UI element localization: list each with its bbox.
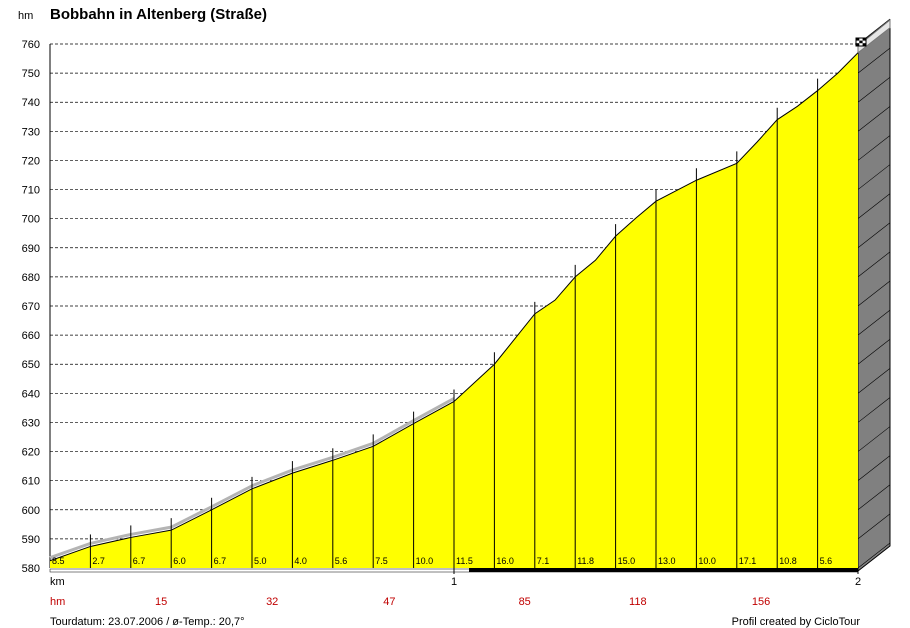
side-gridline (857, 222, 891, 249)
segment-gradient-label: 16.0 (496, 556, 514, 566)
segment-gradient-label: 10.0 (416, 556, 434, 566)
hm-row-label: hm (50, 596, 65, 608)
hm-row-value: 47 (383, 596, 395, 608)
y-tick-label: 760 (22, 39, 40, 51)
x-tick-label: 2 (855, 576, 861, 588)
distance-base-bar-second-km (469, 568, 858, 572)
side-gridline (857, 309, 891, 336)
segment-gradient-label: 13.0 (658, 556, 676, 566)
x-axis-unit-label: km (50, 576, 65, 588)
x-tick-label: 1 (451, 576, 457, 588)
y-tick-label: 690 (22, 243, 40, 255)
y-tick-label: 700 (22, 214, 40, 226)
segment-gradient-label: 10.0 (698, 556, 716, 566)
segment-gradient-label: 11.8 (577, 556, 594, 566)
segment-gradient-label: 2.7 (92, 556, 105, 566)
side-gridline (857, 251, 891, 278)
y-tick-label: 680 (22, 272, 40, 284)
profile-credit: Profil created by CicloTour (732, 616, 861, 628)
y-tick-label: 590 (22, 534, 40, 546)
segment-gradient-label: 4.0 (294, 556, 307, 566)
side-gridline (857, 47, 891, 74)
side-wall-gridlines (857, 18, 891, 569)
hm-row-value: 118 (629, 596, 647, 608)
segment-gradient-label: 15.0 (618, 556, 636, 566)
elevation-profile-line (49, 52, 859, 562)
segment-gradient-label: 5.6 (820, 556, 833, 566)
y-axis-unit-label: hm (18, 10, 33, 22)
y-tick-label: 620 (22, 447, 40, 459)
side-gridline (857, 542, 891, 569)
side-gridline (857, 397, 891, 423)
side-gridline (857, 193, 891, 219)
chart-title: Bobbahn in Altenberg (Straße) (50, 6, 267, 23)
y-tick-label: 670 (22, 301, 40, 313)
side-gridline (857, 280, 891, 307)
hm-row-value: 15 (155, 596, 167, 608)
segment-gradient-label: 7.5 (375, 556, 388, 566)
hm-row-values: 15 32 47 85 118 156 (155, 596, 770, 608)
segment-gradient-label: 11.5 (456, 556, 473, 566)
hm-row-value: 85 (519, 596, 531, 608)
side-gridline (857, 76, 891, 103)
y-tick-label: 720 (22, 155, 40, 167)
horizontal-gridlines (49, 43, 858, 568)
tour-date-temperature: Tourdatum: 23.07.2006 / ø-Temp.: 20,7° (50, 616, 245, 628)
segment-gradient-label: 7.1 (537, 556, 550, 566)
y-tick-label: 740 (22, 97, 40, 109)
side-gridline (857, 135, 891, 161)
y-tick-label: 580 (22, 563, 40, 575)
segment-gradient-label: 6.0 (173, 556, 186, 566)
side-gridline (857, 164, 891, 190)
segment-gradient-label: 5.0 (254, 556, 267, 566)
segment-gradient-label: 5.6 (335, 556, 348, 566)
side-gridline (857, 484, 891, 511)
y-tick-label: 640 (22, 388, 40, 400)
side-gridline (857, 106, 891, 132)
y-tick-label: 600 (22, 505, 40, 517)
side-gridline (857, 338, 891, 365)
y-tick-label: 730 (22, 126, 40, 138)
finish-flag-icon (855, 37, 867, 47)
segment-gradient-label: 6.7 (133, 556, 146, 566)
side-gridline (857, 426, 891, 452)
segment-gradient-label: 10.8 (779, 556, 797, 566)
side-gridline (857, 513, 891, 540)
side-gridline (857, 368, 891, 394)
y-tick-label: 750 (22, 68, 40, 80)
y-axis-ticks: 580 590 600 610 620 630 640 650 660 670 680 690 700 7… (22, 39, 40, 575)
segment-gradient-label: 6.7 (214, 556, 227, 566)
segment-gradient-label: 8.5 (52, 556, 65, 566)
y-tick-label: 610 (22, 476, 40, 488)
hm-row-value: 32 (266, 596, 278, 608)
y-tick-label: 630 (22, 417, 40, 429)
segment-gradient-label: 17.1 (739, 556, 757, 566)
side-gridline (857, 455, 891, 481)
segment-markers: 8.5 2.7 6.7 6.0 6.7 5.0 4.0 5.6 7.5 10.0 11.5 16.0 7… (52, 78, 833, 568)
hm-row-value: 156 (752, 596, 770, 608)
y-tick-label: 650 (22, 359, 40, 371)
y-tick-label: 660 (22, 330, 40, 342)
y-tick-label: 710 (22, 185, 40, 197)
